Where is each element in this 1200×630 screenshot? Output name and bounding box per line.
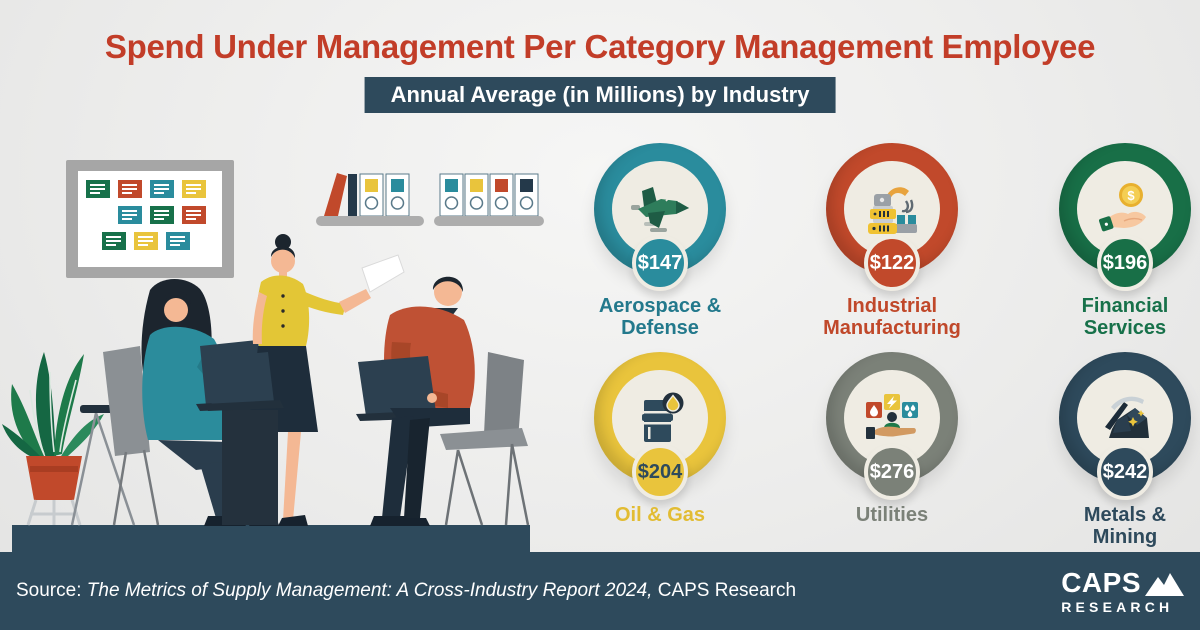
value-badge: $204 bbox=[632, 444, 688, 500]
value-badge: $242 bbox=[1097, 444, 1153, 500]
badge-ring: $204 bbox=[594, 352, 726, 500]
svg-text:$: $ bbox=[1127, 188, 1135, 203]
chair-seat bbox=[440, 428, 528, 450]
robot-arm-icon bbox=[868, 187, 917, 234]
plant-stand bbox=[26, 499, 82, 526]
source-title: The Metrics of Supply Management: A Cros… bbox=[86, 580, 653, 601]
utilities-hand-icon bbox=[866, 394, 918, 439]
badge-ring: $ $196 bbox=[1059, 143, 1191, 291]
value-badge: $276 bbox=[864, 444, 920, 500]
sticky-note bbox=[134, 232, 158, 250]
sticky-note bbox=[118, 206, 142, 224]
badge-label: Utilities bbox=[855, 504, 929, 526]
badge-label: Aerospace & Defense bbox=[598, 295, 722, 339]
sticky-note bbox=[150, 180, 174, 198]
source-text: Source: The Metrics of Supply Management… bbox=[16, 580, 796, 602]
binder bbox=[464, 173, 489, 217]
badge-label: Financial Services bbox=[1081, 295, 1169, 339]
page-title: Spend Under Management Per Category Mana… bbox=[104, 28, 1096, 65]
binder bbox=[385, 173, 410, 217]
sticky-note bbox=[182, 180, 206, 198]
source-prefix: Source: bbox=[16, 580, 87, 601]
badge-label: Oil & Gas bbox=[614, 504, 706, 526]
plant-pot bbox=[26, 456, 82, 500]
page-subtitle: Annual Average (in Millions) by Industry bbox=[364, 77, 836, 113]
chair bbox=[103, 346, 150, 456]
fighter-jet-icon bbox=[631, 187, 689, 232]
oil-barrel-icon bbox=[642, 392, 684, 442]
sticky-note bbox=[150, 206, 174, 224]
caps-research-logo: CAPS RESEARCH bbox=[1061, 566, 1184, 615]
sticky-note bbox=[118, 180, 142, 198]
value-badge: $147 bbox=[632, 235, 688, 291]
badge-inner-circle bbox=[1077, 370, 1173, 466]
sticky-note bbox=[102, 232, 126, 250]
person-seated-man bbox=[356, 276, 530, 526]
industry-badge-utilities: $276 Utilities bbox=[796, 352, 988, 526]
binder bbox=[359, 173, 384, 217]
chair bbox=[484, 352, 524, 440]
badge-label: Metals & Mining bbox=[1083, 504, 1167, 548]
footer-bar: Source: The Metrics of Supply Management… bbox=[0, 552, 1200, 630]
logo-research-text: RESEARCH bbox=[1061, 598, 1174, 615]
sticky-note bbox=[182, 206, 206, 224]
industry-badge-financial-services: $ $196 Financial Services bbox=[1029, 143, 1200, 339]
binder bbox=[439, 173, 464, 217]
value-badge: $196 bbox=[1097, 235, 1153, 291]
mountain-icon bbox=[1145, 572, 1184, 596]
shelf-right bbox=[434, 173, 544, 226]
book bbox=[348, 174, 357, 216]
coin-in-hand-icon: $ bbox=[1099, 183, 1146, 232]
badge-ring: $147 bbox=[594, 143, 726, 291]
podium-laptop bbox=[204, 352, 284, 525]
pickaxe-mining-icon bbox=[1105, 396, 1149, 438]
badge-ring: $276 bbox=[826, 352, 958, 500]
industry-badge-industrial-manufacturing: $122 Industrial Manufacturing bbox=[796, 143, 988, 339]
industry-badge-metals-mining: $242 Metals & Mining bbox=[1029, 352, 1200, 548]
industry-badge-oil-gas: $204 Oil & Gas bbox=[564, 352, 756, 526]
potted-plant bbox=[2, 352, 104, 526]
badge-label: Industrial Manufacturing bbox=[823, 295, 961, 339]
paper bbox=[361, 254, 405, 293]
badge-ring: $242 bbox=[1059, 352, 1191, 500]
shelf-left bbox=[316, 173, 424, 226]
source-suffix: CAPS Research bbox=[652, 580, 797, 601]
book bbox=[324, 173, 347, 216]
sticky-note bbox=[86, 180, 110, 198]
floor-platform bbox=[12, 525, 530, 552]
industry-badge-aerospace-defense: $147 Aerospace & Defense bbox=[564, 143, 756, 339]
badge-ring: $122 bbox=[826, 143, 958, 291]
office-illustration bbox=[2, 160, 544, 552]
binder bbox=[489, 173, 514, 217]
value-badge: $122 bbox=[864, 235, 920, 291]
sticky-note bbox=[166, 232, 190, 250]
whiteboard bbox=[66, 160, 234, 278]
logo-caps-text: CAPS bbox=[1061, 566, 1141, 598]
binder bbox=[514, 173, 539, 217]
